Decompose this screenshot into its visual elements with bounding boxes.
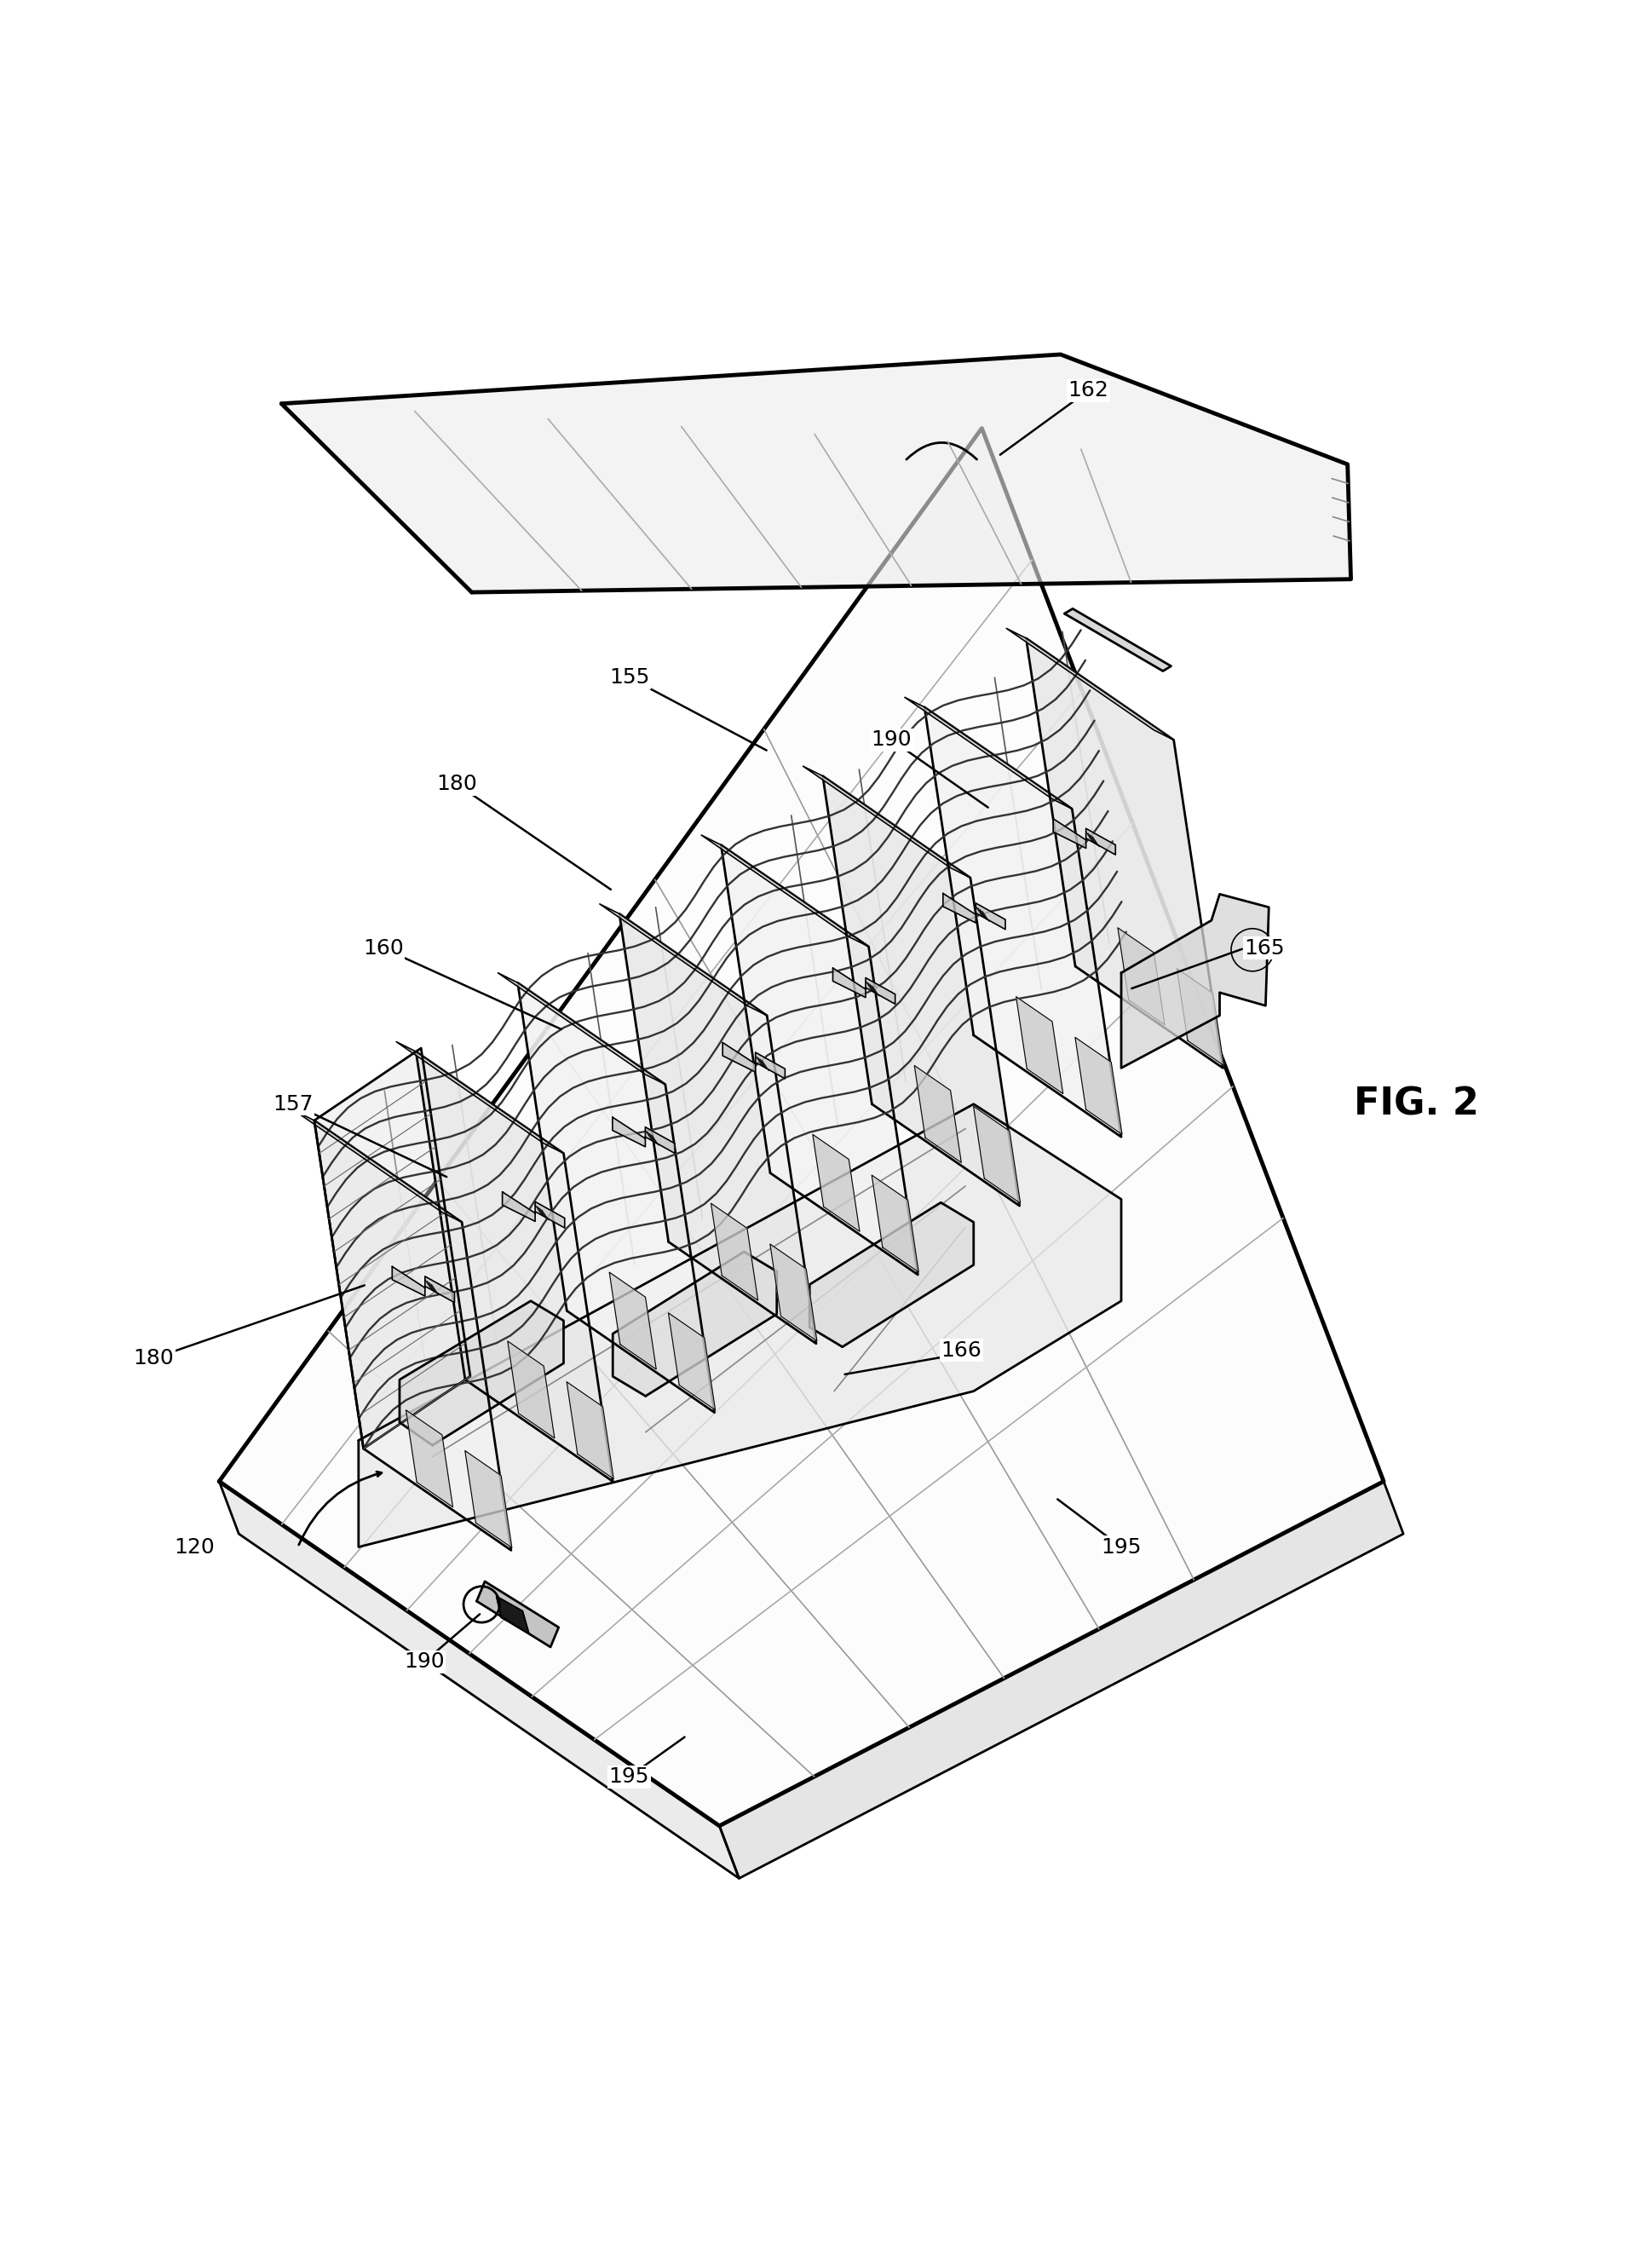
Polygon shape <box>809 1203 973 1347</box>
Polygon shape <box>358 1105 1122 1546</box>
Polygon shape <box>813 1134 859 1233</box>
Text: 190: 190 <box>871 731 912 751</box>
Polygon shape <box>943 894 1006 930</box>
Text: 120: 120 <box>173 1537 215 1557</box>
Text: 166: 166 <box>942 1340 981 1360</box>
Text: 165: 165 <box>1244 939 1285 959</box>
Polygon shape <box>1026 639 1222 1069</box>
Polygon shape <box>477 1582 558 1647</box>
Polygon shape <box>620 914 816 1345</box>
Polygon shape <box>400 1302 563 1445</box>
Polygon shape <box>833 968 895 1004</box>
Text: 180: 180 <box>134 1349 173 1369</box>
Polygon shape <box>915 1064 961 1163</box>
Polygon shape <box>497 973 666 1085</box>
Polygon shape <box>872 1174 919 1273</box>
Polygon shape <box>502 1192 565 1228</box>
Polygon shape <box>823 775 1019 1206</box>
Text: 155: 155 <box>610 668 649 688</box>
Polygon shape <box>517 984 714 1412</box>
Polygon shape <box>314 1120 510 1551</box>
Polygon shape <box>464 1450 512 1549</box>
Polygon shape <box>925 708 1122 1136</box>
Polygon shape <box>220 428 1384 1826</box>
Polygon shape <box>406 1410 453 1506</box>
Polygon shape <box>1118 928 1165 1024</box>
Text: FIG. 2: FIG. 2 <box>1355 1087 1479 1123</box>
Polygon shape <box>294 1112 463 1221</box>
Text: 195: 195 <box>610 1766 649 1786</box>
Polygon shape <box>613 1253 776 1396</box>
Text: 180: 180 <box>436 773 477 796</box>
Polygon shape <box>613 1118 674 1154</box>
Text: 195: 195 <box>1100 1537 1142 1557</box>
Polygon shape <box>610 1273 656 1369</box>
Text: 157: 157 <box>273 1094 314 1114</box>
Polygon shape <box>416 1051 613 1481</box>
Text: 160: 160 <box>363 939 403 959</box>
Polygon shape <box>496 1596 529 1634</box>
Polygon shape <box>220 1481 738 1878</box>
Polygon shape <box>973 1107 1021 1203</box>
Polygon shape <box>1176 968 1224 1064</box>
Text: 162: 162 <box>1069 381 1108 401</box>
Polygon shape <box>669 1313 715 1410</box>
Polygon shape <box>281 354 1351 592</box>
Polygon shape <box>1122 894 1269 1069</box>
Polygon shape <box>720 845 919 1275</box>
Text: 190: 190 <box>403 1652 444 1672</box>
Polygon shape <box>314 1049 471 1448</box>
Polygon shape <box>1016 997 1062 1094</box>
Polygon shape <box>396 1042 563 1154</box>
Polygon shape <box>567 1383 613 1479</box>
Polygon shape <box>600 903 767 1015</box>
Polygon shape <box>507 1340 555 1439</box>
Polygon shape <box>710 1203 758 1300</box>
Polygon shape <box>392 1266 454 1302</box>
Polygon shape <box>1064 610 1171 670</box>
Polygon shape <box>719 1481 1403 1878</box>
Polygon shape <box>905 697 1072 809</box>
Polygon shape <box>1075 1038 1122 1134</box>
Polygon shape <box>702 836 869 946</box>
Polygon shape <box>803 766 970 878</box>
Polygon shape <box>1054 818 1115 854</box>
Polygon shape <box>770 1244 818 1340</box>
Polygon shape <box>722 1042 785 1078</box>
Polygon shape <box>1006 627 1173 740</box>
